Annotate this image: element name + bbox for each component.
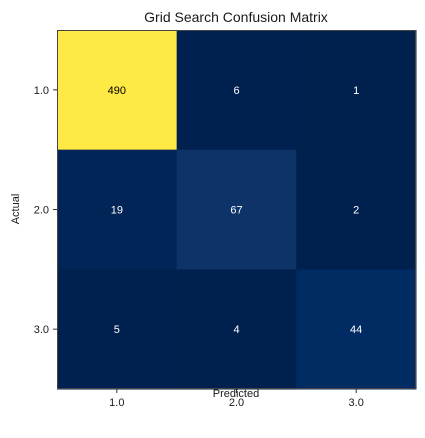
cell-value-label: 4 xyxy=(233,324,239,336)
heatmap-cell xyxy=(176,30,297,151)
x-axis-ticks: 1.0 2.0 3.0 xyxy=(109,389,364,409)
x-axis-label: Predicted xyxy=(213,388,259,400)
plot-frame xyxy=(57,30,416,389)
chart-title: Grid Search Confusion Matrix xyxy=(144,9,328,25)
heatmap-cell xyxy=(296,30,417,151)
y-axis-label: Actual xyxy=(10,194,22,225)
heatmap-cells xyxy=(57,30,417,390)
y-tick-label: 3.0 xyxy=(34,324,49,336)
x-tick-label: 1.0 xyxy=(109,397,124,409)
heatmap-cell xyxy=(176,149,297,270)
cell-value-label: 2 xyxy=(353,205,359,217)
y-axis-ticks: 1.0 2.0 3.0 xyxy=(34,85,57,336)
cell-value-label: 5 xyxy=(114,324,120,336)
heatmap-cell xyxy=(296,269,417,390)
heatmap-cell xyxy=(176,269,297,390)
heatmap-cell-labels: 490 6 119 67 25 4 44 xyxy=(108,85,363,336)
cell-value-label: 19 xyxy=(111,205,123,217)
y-tick-label: 2.0 xyxy=(34,205,49,217)
y-tick-label: 1.0 xyxy=(34,85,49,97)
cell-value-label: 6 xyxy=(233,85,239,97)
heatmap-cell xyxy=(296,149,417,270)
x-tick-label: 3.0 xyxy=(349,397,364,409)
cell-value-label: 67 xyxy=(230,205,242,217)
heatmap-cell xyxy=(57,269,178,390)
heatmap-cell xyxy=(57,149,178,270)
cell-value-label: 44 xyxy=(350,324,362,336)
heatmap-cell xyxy=(57,30,178,151)
cell-value-label: 1 xyxy=(353,85,359,97)
cell-value-label: 490 xyxy=(108,85,126,97)
x-tick-label: 2.0 xyxy=(229,397,244,409)
